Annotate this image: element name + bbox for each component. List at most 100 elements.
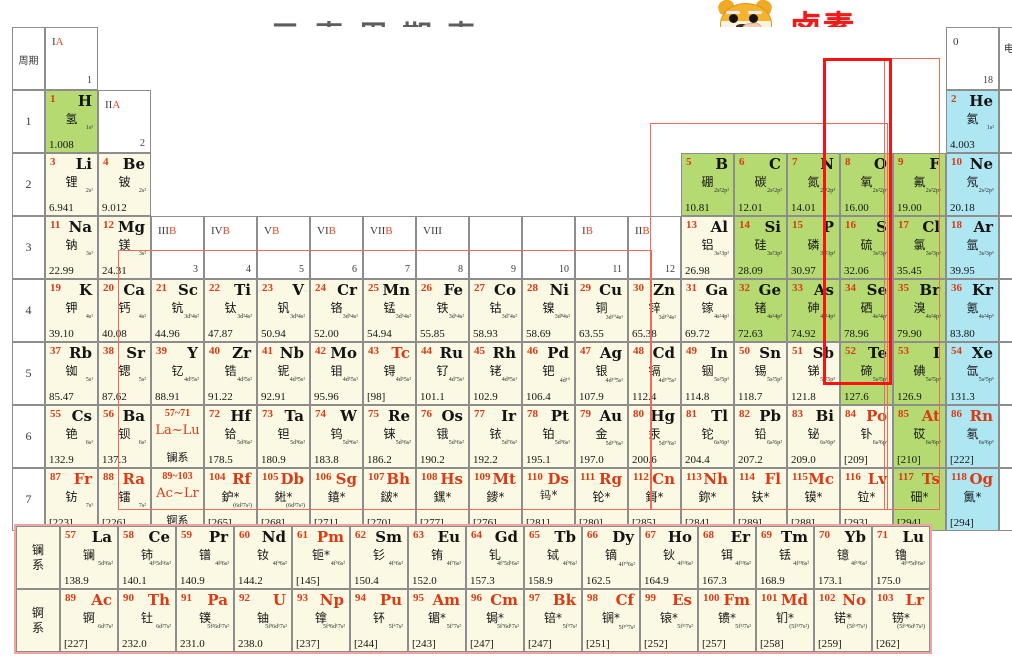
- element-cell-Ar[interactable]: 18 Ar 氩 3s²3p⁶ 39.95: [946, 216, 999, 279]
- element-cell-P[interactable]: 15 P 磷 3s²3p³ 30.97: [787, 216, 840, 279]
- element-cell-Db[interactable]: 105 Db 𨧀* (6d³7s²) [268]: [257, 468, 310, 531]
- element-cell-Cn[interactable]: 112 Cn 鎶* [285]: [628, 468, 681, 531]
- element-cell-Hg[interactable]: 80 Hg 汞 5d¹⁰6s² 200.6: [628, 405, 681, 468]
- element-cell-H[interactable]: 1 H 氢 1s¹ 1.008: [45, 90, 98, 153]
- element-cell-Cs[interactable]: 55 Cs 铯 6s¹ 132.9: [45, 405, 98, 468]
- element-cell-Hs[interactable]: 108 Hs 𨭆* [277]: [416, 468, 469, 531]
- element-cell-Pt[interactable]: 78 Pt 铂 5d⁹6s¹ 195.1: [522, 405, 575, 468]
- element-cell-Mc[interactable]: 115 Mc 镆* [288]: [787, 468, 840, 531]
- element-cell-Pd[interactable]: 46 Pd 钯 4d¹⁰ 106.4: [522, 342, 575, 405]
- fblock-cell-Ce[interactable]: 58 Ce 铈 4f¹5d¹6s² 140.1: [118, 526, 176, 589]
- element-cell-Nh[interactable]: 113 Nh 鉨* [284]: [681, 468, 734, 531]
- fblock-cell-Eu[interactable]: 63 Eu 铕 4f⁷6s² 152.0: [408, 526, 466, 589]
- fblock-cell-Gd[interactable]: 64 Gd 钆 4f⁷5d¹6s² 157.3: [466, 526, 524, 589]
- element-cell-Bi[interactable]: 83 Bi 铋 6s²6p³ 209.0: [787, 405, 840, 468]
- fblock-cell-Md[interactable]: 101 Md 钔* (5f¹³7s²) [258]: [756, 589, 814, 652]
- element-cell-Cu[interactable]: 29 Cu 铜 3d¹⁰4s¹ 63.55: [575, 279, 628, 342]
- fblock-cell-Tm[interactable]: 69 Tm 铥 4f¹³6s² 168.9: [756, 526, 814, 589]
- element-cell-W[interactable]: 74 W 钨 5d⁴6s² 183.8: [310, 405, 363, 468]
- element-cell-Fe[interactable]: 26 Fe 铁 3d⁶4s² 55.85: [416, 279, 469, 342]
- element-cell-Sn[interactable]: 50 Sn 锡 5s²5p² 118.7: [734, 342, 787, 405]
- element-cell-B[interactable]: 5 B 硼 2s²2p¹ 10.81: [681, 153, 734, 216]
- element-cell-Nb[interactable]: 41 Nb 铌 4d⁴5s¹ 92.91: [257, 342, 310, 405]
- fblock-cell-Yb[interactable]: 70 Yb 镱 4f¹⁴6s² 173.1: [814, 526, 872, 589]
- element-cell-Sr[interactable]: 38 Sr 锶 5s² 87.62: [98, 342, 151, 405]
- fblock-cell-Nd[interactable]: 60 Nd 钕 4f⁴6s² 144.2: [234, 526, 292, 589]
- element-cell-Po[interactable]: 84 Po 钋 6s²6p⁴ [209]: [840, 405, 893, 468]
- element-cell-Ti[interactable]: 22 Ti 钛 3d²4s² 47.87: [204, 279, 257, 342]
- element-cell-Ir[interactable]: 77 Ir 铱 5d⁷6s² 192.2: [469, 405, 522, 468]
- element-cell-K[interactable]: 19 K 钾 4s¹ 39.10: [45, 279, 98, 342]
- element-cell-Cd[interactable]: 48 Cd 镉 4d¹⁰5s² 112.4: [628, 342, 681, 405]
- element-cell-Cl[interactable]: 17 Cl 氯 3s²3p⁵ 35.45: [893, 216, 946, 279]
- element-cell-Au[interactable]: 79 Au 金 5d¹⁰6s¹ 197.0: [575, 405, 628, 468]
- element-cell-Mt[interactable]: 109 Mt 䥑* [276]: [469, 468, 522, 531]
- element-cell-Al[interactable]: 13 Al 铝 3s²3p¹ 26.98: [681, 216, 734, 279]
- fblock-cell-Ho[interactable]: 67 Ho 钬 4f¹¹6s² 164.9: [640, 526, 698, 589]
- element-cell-In[interactable]: 49 In 铟 5s²5p¹ 114.8: [681, 342, 734, 405]
- element-cell-Tl[interactable]: 81 Tl 铊 6s²6p¹ 204.4: [681, 405, 734, 468]
- element-cell-Ca[interactable]: 20 Ca 钙 4s² 40.08: [98, 279, 151, 342]
- element-cell-Li[interactable]: 3 Li 锂 2s¹ 6.941: [45, 153, 98, 216]
- fblock-cell-Lr[interactable]: 103 Lr 铹* (5f¹⁴6d¹7s²) [262]: [872, 589, 930, 652]
- element-cell-Ts[interactable]: 117 Ts 鿬* [294]: [893, 468, 946, 531]
- fblock-cell-Np[interactable]: 93 Np 镎 5f⁴6d¹7s² [237]: [292, 589, 350, 652]
- fblock-cell-Pu[interactable]: 94 Pu 钚 5f⁶7s² [244]: [350, 589, 408, 652]
- element-cell-Tc[interactable]: 43 Tc 锝 4d⁵5s² [98]: [363, 342, 416, 405]
- fblock-cell-No[interactable]: 102 No 锘* (5f¹⁴7s²) [259]: [814, 589, 872, 652]
- element-cell-N[interactable]: 7 N 氮 2s²2p³ 14.01: [787, 153, 840, 216]
- fblock-cell-Ac[interactable]: 89 Ac 锕 6d¹7s² [227]: [60, 589, 118, 652]
- element-cell-Hf[interactable]: 72 Hf 铪 5d²6s² 178.5: [204, 405, 257, 468]
- fblock-cell-Lu[interactable]: 71 Lu 镥 4f¹⁴5d¹6s² 175.0: [872, 526, 930, 589]
- element-cell-Re[interactable]: 75 Re 铼 5d⁵6s² 186.2: [363, 405, 416, 468]
- fblock-cell-Er[interactable]: 68 Er 铒 4f¹²6s² 167.3: [698, 526, 756, 589]
- element-cell-At[interactable]: 85 At 砹 6s²6p⁵ [210]: [893, 405, 946, 468]
- fblock-cell-Cf[interactable]: 98 Cf 锎* 5f¹⁰7s² [251]: [582, 589, 640, 652]
- element-cell-Ni[interactable]: 28 Ni 镍 3d⁸4s² 58.69: [522, 279, 575, 342]
- element-cell-S[interactable]: 16 S 硫 3s²3p⁴ 32.06: [840, 216, 893, 279]
- fblock-cell-U[interactable]: 92 U 铀 5f³6d¹7s² 238.0: [234, 589, 292, 652]
- element-cell-Zr[interactable]: 40 Zr 锆 4d²5s² 91.22: [204, 342, 257, 405]
- element-cell-Rg[interactable]: 111 Rg 𬬭* [280]: [575, 468, 628, 531]
- element-cell-Rn[interactable]: 86 Rn 氡 6s²6p⁶ [222]: [946, 405, 999, 468]
- element-cell-Se[interactable]: 34 Se 硒 4s²4p⁴ 78.96: [840, 279, 893, 342]
- element-cell-Mg[interactable]: 12 Mg 镁 3s² 24.31: [98, 216, 151, 279]
- element-cell-Ba[interactable]: 56 Ba 钡 6s² 137.3: [98, 405, 151, 468]
- fblock-cell-Es[interactable]: 99 Es 锿* 5f¹¹7s² [252]: [640, 589, 698, 652]
- series-placeholder-La~Lu[interactable]: 57~71 La~Lu 镧系: [151, 405, 204, 468]
- element-cell-V[interactable]: 23 V 钒 3d³4s² 50.94: [257, 279, 310, 342]
- fblock-cell-Pa[interactable]: 91 Pa 镤 5f²6d¹7s² 231.0: [176, 589, 234, 652]
- element-cell-Ag[interactable]: 47 Ag 银 4d¹⁰5s¹ 107.9: [575, 342, 628, 405]
- element-cell-Zn[interactable]: 30 Zn 锌 3d¹⁰4s² 65.38: [628, 279, 681, 342]
- element-cell-F[interactable]: 9 F 氟 2s²2p⁵ 19.00: [893, 153, 946, 216]
- fblock-cell-Am[interactable]: 95 Am 镅* 5f⁷7s² [243]: [408, 589, 466, 652]
- element-cell-As[interactable]: 33 As 砷 4s²4p³ 74.92: [787, 279, 840, 342]
- element-cell-C[interactable]: 6 C 碳 2s²2p² 12.01: [734, 153, 787, 216]
- element-cell-Kr[interactable]: 36 Kr 氪 4s²4p⁶ 83.80: [946, 279, 999, 342]
- element-cell-Mn[interactable]: 25 Mn 锰 3d⁵4s² 54.94: [363, 279, 416, 342]
- element-cell-Ge[interactable]: 32 Ge 锗 4s²4p² 72.63: [734, 279, 787, 342]
- fblock-cell-Cm[interactable]: 96 Cm 锔* 5f⁷6d¹7s² [247]: [466, 589, 524, 652]
- element-cell-He[interactable]: 2 He 氦 1s² 4.003: [946, 90, 999, 153]
- element-cell-Xe[interactable]: 54 Xe 氙 5s²5p⁶ 131.3: [946, 342, 999, 405]
- element-cell-Os[interactable]: 76 Os 锇 5d⁶6s² 190.2: [416, 405, 469, 468]
- element-cell-Fl[interactable]: 114 Fl 𫓧* [289]: [734, 468, 787, 531]
- element-cell-Be[interactable]: 4 Be 铍 2s² 9.012: [98, 153, 151, 216]
- element-cell-Cr[interactable]: 24 Cr 铬 3d⁵4s¹ 52.00: [310, 279, 363, 342]
- element-cell-Te[interactable]: 52 Te 碲 5s²5p⁴ 127.6: [840, 342, 893, 405]
- element-cell-Na[interactable]: 11 Na 钠 3s¹ 22.99: [45, 216, 98, 279]
- element-cell-Ds[interactable]: 110 Ds 𨰾* [281]: [522, 468, 575, 531]
- element-cell-Mo[interactable]: 42 Mo 钼 4d⁵5s¹ 95.96: [310, 342, 363, 405]
- element-cell-Sc[interactable]: 21 Sc 钪 3d¹4s² 44.96: [151, 279, 204, 342]
- fblock-cell-Dy[interactable]: 66 Dy 镝 4f¹⁰6s² 162.5: [582, 526, 640, 589]
- element-cell-Sb[interactable]: 51 Sb 锑 5s²5p³ 121.8: [787, 342, 840, 405]
- element-cell-Br[interactable]: 35 Br 溴 4s²4p⁵ 79.90: [893, 279, 946, 342]
- fblock-cell-Bk[interactable]: 97 Bk 锫* 5f⁹7s² [247]: [524, 589, 582, 652]
- fblock-cell-La[interactable]: 57 La 镧 5d¹6s² 138.9: [60, 526, 118, 589]
- element-cell-O[interactable]: 8 O 氧 2s²2p⁴ 16.00: [840, 153, 893, 216]
- element-cell-I[interactable]: 53 I 碘 5s²5p⁵ 126.9: [893, 342, 946, 405]
- fblock-cell-Pm[interactable]: 61 Pm 钷* 4f⁵6s² [145]: [292, 526, 350, 589]
- element-cell-Ta[interactable]: 73 Ta 钽 5d³6s² 180.9: [257, 405, 310, 468]
- element-cell-Sg[interactable]: 106 Sg 𨭎* [271]: [310, 468, 363, 531]
- element-cell-Rh[interactable]: 45 Rh 铑 4d⁸5s¹ 102.9: [469, 342, 522, 405]
